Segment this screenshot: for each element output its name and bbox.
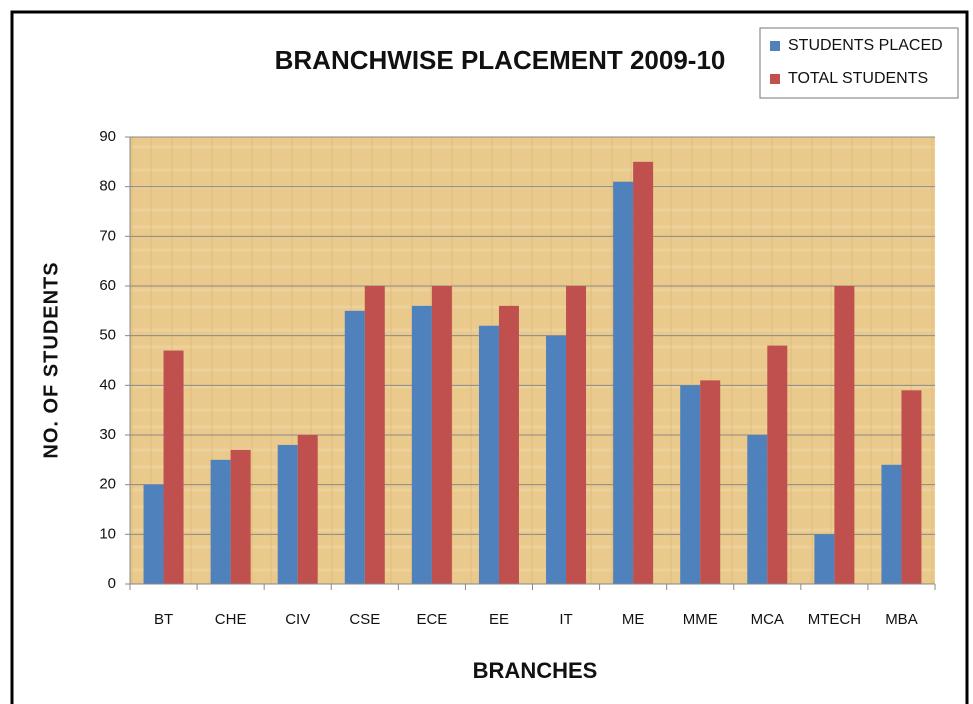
x-tick-label: BT	[154, 611, 173, 628]
y-tick-label: 10	[99, 525, 116, 542]
y-tick-label: 20	[99, 476, 116, 493]
x-tick-label: ECE	[416, 611, 447, 628]
x-tick-label: MME	[683, 611, 718, 628]
bar	[566, 286, 587, 584]
y-tick-label: 50	[99, 327, 116, 344]
y-tick-label: 70	[99, 227, 116, 244]
x-tick-label: ME	[622, 611, 645, 628]
x-axis-label: BRANCHES	[473, 658, 598, 683]
bar	[633, 161, 654, 585]
frame	[10, 10, 969, 704]
y-tick-label: 60	[99, 277, 116, 294]
bar	[431, 286, 452, 584]
y-axis-label: NO. OF STUDENTS	[40, 261, 62, 458]
bar	[163, 350, 184, 584]
chart-title: BRANCHWISE PLACEMENT 2009-10	[275, 45, 726, 75]
bar	[881, 464, 902, 584]
plot-area	[130, 137, 935, 584]
bar	[747, 435, 768, 584]
bar	[411, 305, 432, 584]
bar	[478, 325, 499, 584]
bar	[230, 449, 251, 584]
bar	[901, 390, 922, 584]
legend-swatch	[770, 41, 780, 51]
bar	[814, 534, 835, 584]
bar	[546, 335, 567, 584]
x-tick-label: MCA	[751, 611, 784, 628]
bar	[277, 444, 298, 584]
legend	[759, 27, 959, 99]
legend-label: TOTAL STUDENTS	[788, 70, 928, 87]
bar	[834, 286, 855, 584]
legend-label: STUDENTS PLACED	[788, 37, 943, 54]
bar	[364, 286, 385, 584]
bar	[210, 459, 231, 584]
x-tick-label: EE	[489, 611, 509, 628]
y-tick-label: 0	[108, 575, 116, 592]
x-tick-label: CSE	[349, 611, 380, 628]
y-tick-label: 80	[99, 178, 116, 195]
x-tick-label: MTECH	[808, 611, 861, 628]
bar	[498, 305, 519, 584]
bar	[143, 484, 164, 584]
bar	[767, 345, 788, 584]
bar	[344, 310, 365, 584]
x-tick-label: CHE	[215, 611, 247, 628]
bar	[700, 380, 721, 584]
y-tick-label: 40	[99, 376, 116, 393]
legend-swatch	[770, 74, 780, 84]
y-tick-label: 90	[99, 128, 116, 145]
x-tick-label: IT	[559, 611, 572, 628]
x-tick-label: MBA	[885, 611, 918, 628]
x-tick-label: CIV	[285, 611, 310, 628]
y-tick-label: 30	[99, 426, 116, 443]
bar	[613, 181, 634, 584]
bar	[680, 385, 701, 584]
bar	[297, 435, 318, 584]
